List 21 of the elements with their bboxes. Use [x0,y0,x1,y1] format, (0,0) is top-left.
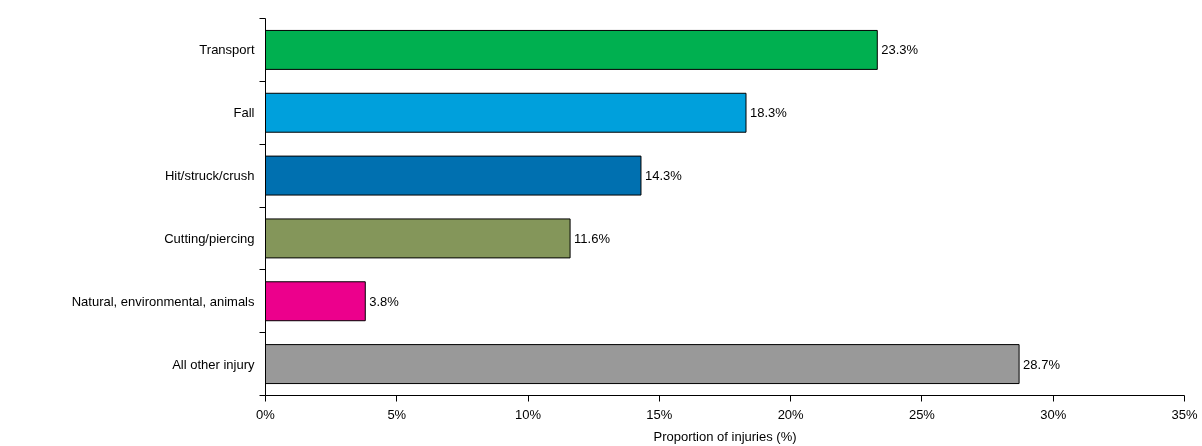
y-tick-label: Transport [199,42,255,58]
y-tick-label: Fall [233,105,255,121]
x-axis-title: Proportion of injuries (%) [653,428,797,444]
data-label: 18.3% [750,105,788,121]
y-tick-label: Cutting/piercing [164,230,255,246]
x-tick-label: 25% [908,406,936,422]
data-label: 14.3% [644,168,683,184]
data-label: 28.7% [1023,356,1061,372]
y-tick-label: Hit/struck/crush [164,168,255,184]
x-tick-label: 10% [515,406,542,422]
data-label: 11.6% [574,230,611,246]
x-tick-label: 35% [1171,406,1198,422]
x-tick-label: 5% [387,406,407,422]
x-tick-label: 0% [256,406,276,422]
x-tick-label: 15% [646,406,673,422]
y-tick-label: Natural, environmental, animals [71,293,255,309]
data-label: 3.8% [369,293,400,309]
y-tick-label: All other injury [172,356,255,372]
data-label: 23.3% [881,42,919,58]
x-tick-label: 20% [777,406,805,422]
x-tick-label: 30% [1040,406,1067,422]
